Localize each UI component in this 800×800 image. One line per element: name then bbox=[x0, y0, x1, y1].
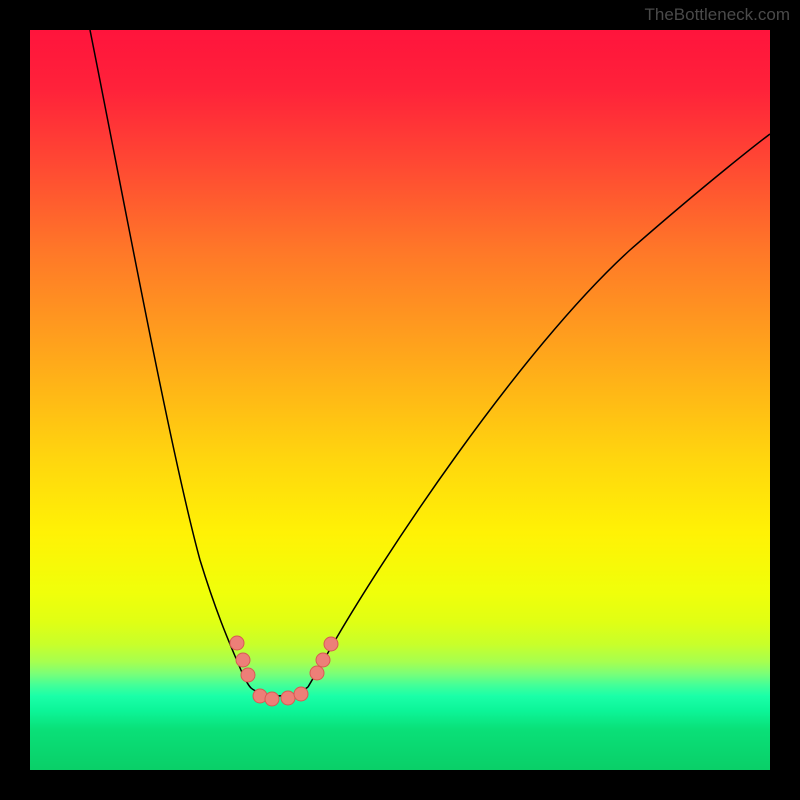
data-marker bbox=[281, 691, 295, 705]
watermark-text: TheBottleneck.com bbox=[644, 5, 790, 25]
bottleneck-chart bbox=[30, 30, 770, 770]
data-marker bbox=[294, 687, 308, 701]
data-marker bbox=[324, 637, 338, 651]
data-marker bbox=[316, 653, 330, 667]
gradient-background bbox=[30, 30, 770, 770]
data-marker bbox=[310, 666, 324, 680]
data-marker bbox=[230, 636, 244, 650]
chart-area bbox=[30, 30, 770, 770]
data-marker bbox=[241, 668, 255, 682]
data-marker bbox=[236, 653, 250, 667]
data-marker bbox=[265, 692, 279, 706]
